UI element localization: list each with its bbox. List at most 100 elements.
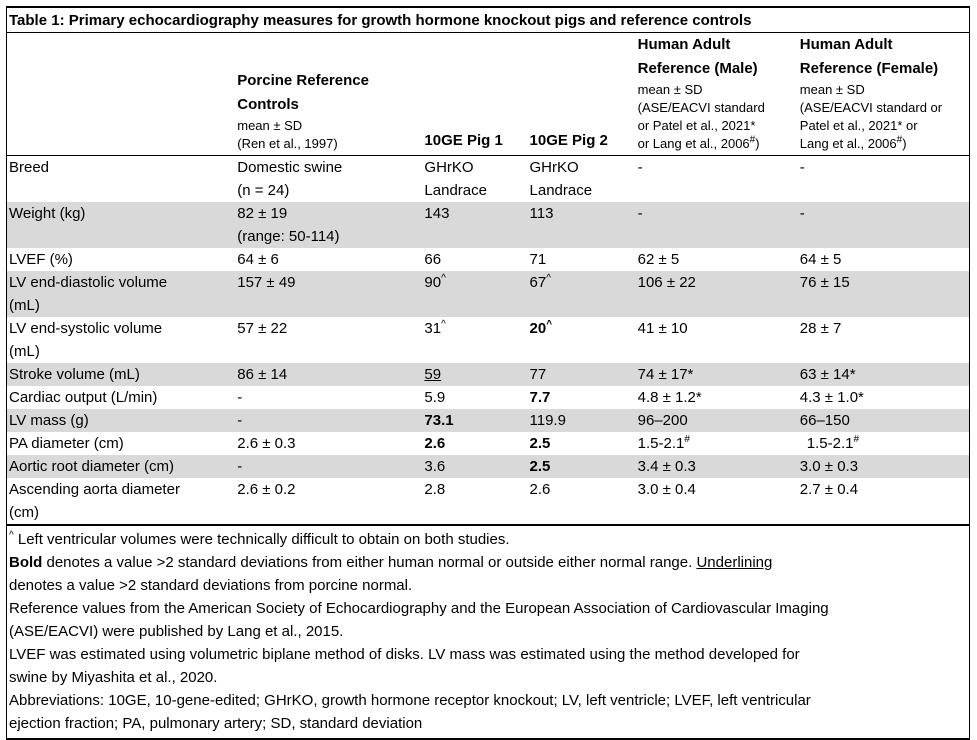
text-segment: 67^ bbox=[529, 273, 551, 292]
superscript-marker: # bbox=[749, 134, 756, 146]
table-cell: 2.8 bbox=[424, 478, 529, 524]
text: Patel et al., 2021* or bbox=[799, 118, 918, 133]
text: - bbox=[637, 159, 643, 176]
text: 2.7 ± 0.4 bbox=[799, 481, 859, 498]
table-row: Breed Domestic swine (n = 24) GHrKO Landrace… bbox=[7, 156, 969, 203]
text-segment: 7.7 bbox=[530, 389, 551, 406]
text: ) bbox=[755, 136, 760, 151]
text: 41 ± 10 bbox=[637, 320, 688, 337]
text: Underlining bbox=[696, 554, 773, 571]
text: 62 ± 5 bbox=[637, 251, 680, 268]
text-segment: or Lang et al., 2006#) bbox=[637, 134, 760, 151]
text: 20 bbox=[529, 320, 547, 337]
text-segment: 1.5-2.1# bbox=[637, 435, 690, 453]
table-cell: 2.6 bbox=[424, 432, 529, 455]
table-row: LV end-diastolic volume (mL) 157 ± 49 90^ 67… bbox=[7, 271, 969, 317]
table-cell: 76 ± 15 bbox=[799, 271, 969, 317]
text-segment: denotes a value >2 standard deviations f… bbox=[9, 577, 412, 594]
text: 1.5-2.1 bbox=[806, 435, 854, 452]
header-small-line: (ASE/EACVI standard bbox=[638, 99, 800, 117]
table-cell: 143 bbox=[424, 202, 530, 248]
table-cell: 7.7 bbox=[530, 386, 638, 409]
text: Reference (Male) bbox=[637, 60, 758, 77]
table-cell: GHrKO Landrace bbox=[424, 156, 529, 203]
text: Cardiac output (L/min) bbox=[9, 389, 158, 406]
text: 3.0 ± 0.3 bbox=[799, 458, 859, 475]
text: (mL) bbox=[9, 297, 40, 314]
footnote-line: ^ Left ventricular volumes were technica… bbox=[9, 528, 969, 551]
header-small-line: Lang et al., 2006#) bbox=[800, 135, 969, 153]
text-segment: 2.5 bbox=[530, 435, 551, 452]
table-cell: 119.9 bbox=[529, 409, 638, 432]
text: PA diameter (cm) bbox=[9, 435, 124, 452]
table-cell: 3.0 ± 0.3 bbox=[799, 455, 969, 478]
text: LV end-systolic volume bbox=[9, 320, 163, 337]
table-body: Breed Domestic swine (n = 24) GHrKO Landrace… bbox=[7, 156, 969, 525]
row-label: Cardiac output (L/min) bbox=[7, 386, 237, 409]
text: 2.6 ± 0.3 bbox=[237, 435, 296, 452]
text: 2.8 bbox=[424, 481, 446, 498]
row-label: Aortic root diameter (cm) bbox=[7, 455, 238, 478]
header-bold-line: Reference (Male) bbox=[638, 57, 800, 81]
table-cell: 2.7 ± 0.4 bbox=[800, 478, 969, 524]
row-label: PA diameter (cm) bbox=[7, 432, 237, 455]
table-footnotes: ^ Left ventricular volumes were technica… bbox=[7, 524, 969, 738]
text: (cm) bbox=[9, 504, 39, 521]
header-small-line: or Lang et al., 2006#) bbox=[638, 135, 800, 153]
text: 1.5-2.1 bbox=[637, 435, 685, 452]
text: (range: 50-114) bbox=[237, 228, 340, 245]
text-segment: (ASE/EACVI) were published by Lang et al… bbox=[9, 623, 343, 640]
header-cell: Porcine Reference Controls mean ± SD (Ren e… bbox=[237, 33, 425, 156]
text: 86 ± 14 bbox=[237, 366, 288, 383]
row-label: Ascending aorta diameter (cm) bbox=[7, 478, 237, 524]
row-label: LV end-diastolic volume (mL) bbox=[7, 271, 238, 317]
text: (ASE/EACVI standard or bbox=[799, 100, 943, 115]
table-cell: Domestic swine (n = 24) bbox=[237, 156, 424, 203]
text: 66 bbox=[424, 251, 442, 268]
footnote-line: Bold denotes a value >2 standard deviati… bbox=[9, 551, 969, 574]
text: 67 bbox=[529, 274, 547, 291]
text: - bbox=[799, 159, 805, 176]
text-segment: 2.6 bbox=[424, 435, 445, 452]
table-cell: 2.5 bbox=[530, 432, 638, 455]
table-cell: 64 ± 6 bbox=[237, 248, 424, 271]
header-small-line: mean ± SD bbox=[638, 81, 800, 99]
table-row: Weight (kg) 82 ± 19 (range: 50-114) 143 113 -… bbox=[7, 202, 969, 248]
text: 59 bbox=[424, 366, 442, 383]
text: LVEF (%) bbox=[9, 251, 73, 268]
text: 3.0 ± 0.4 bbox=[637, 481, 696, 498]
text: LV mass (g) bbox=[9, 412, 89, 429]
table-row: LV mass (g) - 73.1 119.9 96–200 66–150 bbox=[7, 409, 969, 432]
text: Aortic root diameter (cm) bbox=[9, 458, 175, 475]
text-segment: Lang et al., 2006#) bbox=[800, 134, 907, 151]
row-label: Breed bbox=[7, 156, 237, 203]
footnote: LVEF was estimated using volumetric bipl… bbox=[9, 643, 969, 689]
text: - bbox=[637, 205, 643, 222]
table-cell: 57 ± 22 bbox=[237, 317, 424, 363]
header-bold-line: Porcine Reference bbox=[237, 69, 424, 93]
header-cell: Human Adult Reference (Female) mean ± SD (A… bbox=[799, 33, 969, 156]
header-small-line: mean ± SD bbox=[237, 117, 424, 135]
text: Reference (Female) bbox=[799, 60, 939, 77]
text: 76 ± 15 bbox=[799, 274, 850, 291]
footnote-line: swine by Miyashita et al., 2020. bbox=[9, 666, 969, 689]
table-cell: 113 bbox=[529, 202, 638, 248]
table-cell: 90^ bbox=[424, 271, 530, 317]
table-row: Ascending aorta diameter (cm) 2.6 ± 0.2 2.8… bbox=[7, 478, 969, 524]
header-small-line: (ASE/EACVI standard or bbox=[800, 99, 969, 117]
header-cell bbox=[7, 33, 238, 156]
footnote-line: ejection fraction; PA, pulmonary artery;… bbox=[9, 712, 969, 735]
text: mean ± SD bbox=[237, 118, 303, 133]
text: or Lang et al., 2006 bbox=[637, 136, 750, 151]
text: denotes a value >2 standard deviations f… bbox=[42, 554, 697, 571]
table-cell: - bbox=[237, 455, 425, 478]
text: 157 ± 49 bbox=[237, 274, 296, 291]
text: 90 bbox=[424, 274, 442, 291]
text: GHrKO bbox=[529, 159, 579, 176]
text: Reference values from the American Socie… bbox=[9, 600, 829, 617]
table-row: Stroke volume (mL) 86 ± 14 59 77 74 ± 17* 63 … bbox=[7, 363, 969, 386]
table-cell: 71 bbox=[530, 248, 638, 271]
text: 31 bbox=[424, 320, 442, 337]
superscript-marker: # bbox=[896, 134, 903, 146]
superscript-marker: ^ bbox=[546, 273, 551, 284]
